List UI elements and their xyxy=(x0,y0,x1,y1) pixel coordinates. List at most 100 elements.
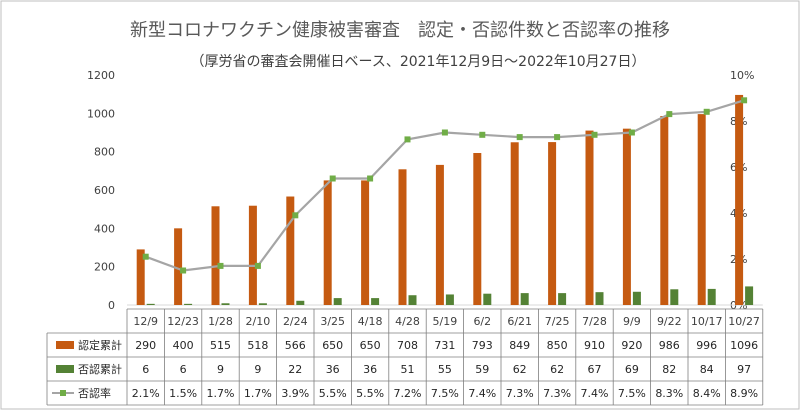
bar-denied xyxy=(371,298,380,305)
table-cell-recognized: 850 xyxy=(547,339,568,352)
table-cell-denied: 36 xyxy=(363,363,377,376)
y-left-tick-label: 1200 xyxy=(87,69,115,82)
line-marker xyxy=(180,267,187,274)
line-marker xyxy=(292,212,299,219)
x-tick-label: 7/25 xyxy=(545,315,570,328)
line-marker xyxy=(554,134,561,141)
table-cell-rate: 1.7% xyxy=(244,387,272,400)
table-cell-denied: 62 xyxy=(550,363,564,376)
line-marker xyxy=(666,111,673,118)
y-left-tick-label: 400 xyxy=(94,222,115,235)
table-cell-denied: 97 xyxy=(737,363,751,376)
table-cell-denied: 9 xyxy=(217,363,224,376)
y-left-tick-label: 600 xyxy=(94,184,115,197)
table-cell-rate: 7.5% xyxy=(431,387,459,400)
table-cell-recognized: 650 xyxy=(360,339,381,352)
x-tick-label: 12/23 xyxy=(167,315,199,328)
x-tick-label: 9/22 xyxy=(657,315,682,328)
bar-denied xyxy=(258,303,267,305)
table-cell-denied: 84 xyxy=(700,363,714,376)
line-marker xyxy=(516,134,523,141)
line-marker xyxy=(628,129,635,136)
bar-denied xyxy=(333,298,342,305)
bar-recognized xyxy=(361,180,370,305)
x-tick-label: 2/10 xyxy=(246,315,271,328)
bar-recognized xyxy=(622,128,631,305)
table-cell-rate: 5.5% xyxy=(319,387,347,400)
y-right-tick-label: 10% xyxy=(730,69,754,82)
line-marker xyxy=(441,129,448,136)
bar-recognized xyxy=(286,196,295,305)
bar-denied xyxy=(146,303,155,305)
bar-denied xyxy=(745,286,754,305)
table-cell-rate: 3.9% xyxy=(281,387,309,400)
plot-area: 0200400600800100012000%2%4%6%8%10% xyxy=(87,69,763,312)
table-cell-recognized: 290 xyxy=(135,339,156,352)
table-cell-denied: 22 xyxy=(288,363,302,376)
bar-recognized xyxy=(585,130,594,305)
line-marker xyxy=(329,175,336,182)
bar-denied xyxy=(595,292,604,305)
table-cell-recognized: 518 xyxy=(247,339,268,352)
y-left-tick-label: 1000 xyxy=(87,107,115,120)
line-marker xyxy=(591,131,598,138)
bar-denied xyxy=(707,288,716,305)
chart-subtitle: （厚労省の審査会開催日ベース、2021年12月9日～2022年10月27日） xyxy=(191,54,646,70)
y-left-tick-label: 200 xyxy=(94,261,115,274)
table-cell-denied: 69 xyxy=(625,363,639,376)
data-table: 12/9 12/23 1/28 2/10 2/24 3/25 4/18 4/28 5/19 6/2… xyxy=(46,308,764,406)
legend-marker-rate xyxy=(60,390,66,396)
legend-label-rate: 否認率 xyxy=(78,386,111,400)
table-cell-denied: 6 xyxy=(180,363,187,376)
x-tick-label: 6/2 xyxy=(473,315,491,328)
x-tick-label: 7/28 xyxy=(582,315,607,328)
table-cell-recognized: 566 xyxy=(285,339,306,352)
table-cell-recognized: 996 xyxy=(696,339,717,352)
table-cell-denied: 36 xyxy=(326,363,340,376)
table-cell-denied: 6 xyxy=(142,363,149,376)
table-cell-recognized: 920 xyxy=(621,339,642,352)
x-tick-label: 10/17 xyxy=(691,315,723,328)
table-cell-recognized: 986 xyxy=(659,339,680,352)
x-tick-label: 5/19 xyxy=(433,315,458,328)
legend-swatch-denied xyxy=(56,365,74,373)
table-cell-recognized: 731 xyxy=(434,339,455,352)
bar-denied xyxy=(184,303,193,305)
bar-denied xyxy=(445,294,454,305)
table-cell-rate: 7.5% xyxy=(618,387,646,400)
bar-denied xyxy=(520,293,529,305)
line-marker xyxy=(254,262,261,269)
table-cell-rate: 8.9% xyxy=(730,387,758,400)
table-cell-denied: 82 xyxy=(662,363,676,376)
bar-recognized xyxy=(248,205,257,305)
table-cell-rate: 7.3% xyxy=(543,387,571,400)
table-cell-rate: 1.7% xyxy=(207,387,235,400)
bar-denied xyxy=(483,293,492,305)
chart-title: 新型コロナワクチン健康被害審査 認定・否認件数と否認率の推移 xyxy=(130,20,670,41)
bar-recognized xyxy=(136,249,145,305)
bar-recognized xyxy=(473,153,482,305)
bar-recognized xyxy=(323,180,332,305)
table-cell-recognized: 910 xyxy=(584,339,605,352)
table-cell-recognized: 708 xyxy=(397,339,418,352)
x-tick-label: 6/21 xyxy=(507,315,532,328)
bar-recognized xyxy=(660,116,669,306)
table-cell-denied: 55 xyxy=(438,363,452,376)
legend-swatch-recognized xyxy=(56,341,74,349)
table-cell-denied: 67 xyxy=(588,363,602,376)
bar-recognized xyxy=(211,206,220,305)
x-tick-label: 10/27 xyxy=(728,315,760,328)
bar-recognized xyxy=(697,114,706,305)
x-tick-label: 3/25 xyxy=(320,315,345,328)
bar-denied xyxy=(632,291,641,305)
bar-recognized xyxy=(435,164,444,305)
table-cell-denied: 51 xyxy=(401,363,415,376)
table-cell-rate: 2.1% xyxy=(132,387,160,400)
bar-recognized xyxy=(510,142,519,305)
bar-denied xyxy=(296,300,305,305)
table-cell-rate: 5.5% xyxy=(356,387,384,400)
bar-denied xyxy=(221,303,230,305)
table-cell-rate: 7.4% xyxy=(581,387,609,400)
y-left-tick-label: 0 xyxy=(108,299,115,312)
